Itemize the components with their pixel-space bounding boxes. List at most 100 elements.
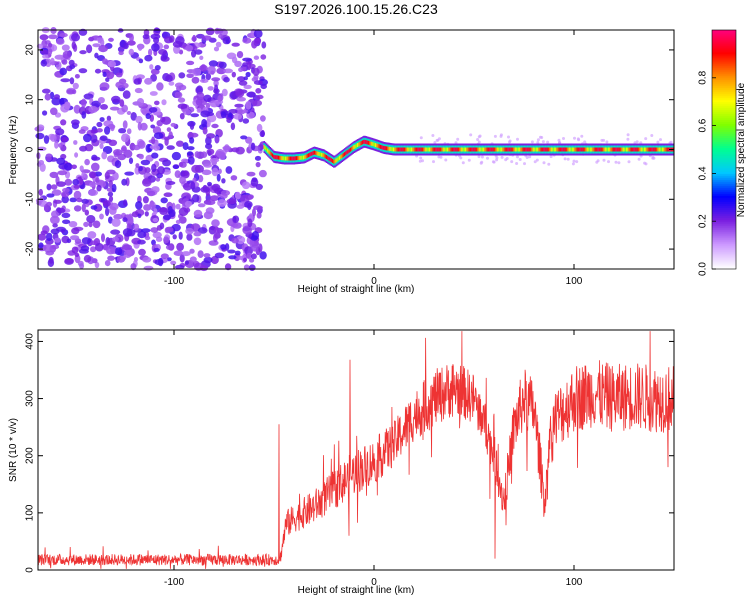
ridge-cell [535,147,538,152]
noise-cell [109,202,119,211]
noise-cell [119,99,125,107]
noise-cell [99,213,104,220]
noise-cell [69,197,77,203]
colorbar-step [712,261,736,264]
noise-cell [126,214,134,224]
ridge-cell [367,140,370,145]
ridge-cell [629,147,632,152]
ridge-cell [303,155,305,160]
noise-cell [138,165,143,172]
noise-cell [142,196,149,204]
noise-cell [208,225,217,235]
colorbar-step [712,203,736,206]
ridge-cell [592,147,594,152]
noise-cell [250,178,259,187]
noise-cell [83,254,92,263]
noise-cell [231,42,240,47]
noise-cell [131,211,139,218]
noise-cell [242,37,252,44]
noise-cell [87,231,97,239]
faint-cell [617,161,621,165]
colorbar-step [712,169,736,172]
ridge-cell [384,146,387,151]
ridge-cell [489,147,491,152]
ridge-cell [576,147,579,152]
noise-cell [242,62,248,67]
ridge-cell [420,147,423,152]
noise-cell [196,91,205,101]
ridge-cell [552,147,555,152]
noise-cell [189,132,199,138]
noise-cell [135,201,143,210]
y-tick-label: 200 [25,447,36,464]
ridge-cell [389,146,392,151]
noise-cell [115,72,123,78]
ridge-cell [473,147,476,152]
noise-cell [94,261,100,269]
ridge-cell [532,147,534,152]
noise-cell [178,231,183,240]
noise-cell [73,104,81,114]
ridge-cell [274,155,276,160]
noise-cell [56,181,66,187]
ridge-cell [575,147,578,152]
colorbar-step [712,219,736,222]
noise-cell [50,215,60,225]
noise-cell [79,50,87,55]
ridge-cell [622,147,624,152]
noise-cell [248,264,256,272]
ridge-cell [531,147,533,152]
noise-cell [78,68,88,74]
noise-cell [99,82,110,91]
colorbar-step [712,41,736,45]
noise-cell [59,67,67,76]
noise-cell [148,107,158,113]
ridge-cell [517,147,520,152]
faint-cell [516,155,519,159]
faint-cell [477,140,481,144]
noise-cell [157,166,165,175]
colorbar-step [712,30,736,33]
ridge-cell [288,156,291,161]
ridge-cell [472,147,474,152]
noise-cell [205,199,216,206]
noise-cell [203,256,213,264]
noise-cell [205,207,215,215]
noise-cell [242,57,253,62]
noise-cell [240,135,248,140]
noise-cell [112,236,119,242]
noise-cell [122,228,133,237]
colorbar-step [712,251,736,254]
noise-cell [197,227,208,234]
faint-cell [651,155,655,159]
faint-cell [478,134,482,138]
colorbar-step [712,83,736,87]
colorbar-step [712,89,736,93]
noise-cell [42,110,48,116]
noise-cell [90,129,99,134]
ridge-cell [623,147,626,152]
colorbar-step [712,61,736,65]
ridge-cell [582,147,585,152]
colorbar-step [712,247,736,250]
ridge-cell [633,147,635,152]
noise-cell [261,41,267,49]
noise-cell [214,227,220,234]
noise-cell [207,181,212,187]
ridge-cell [573,147,575,152]
noise-cell [69,77,75,85]
noise-cell [64,178,73,186]
noise-cell [88,189,98,196]
colorbar-step [712,209,736,212]
colorbar-step [712,109,736,113]
ridge-cell [294,156,297,161]
noise-cell [155,177,161,182]
figure-title: S197.2026.100.15.26.C23 [274,1,438,17]
colorbar-step [712,35,736,39]
ridge-cell [418,147,420,152]
ridge-cell [618,147,621,152]
ridge-cell [413,147,416,152]
ridge-cell [358,142,360,147]
colorbar-step [712,245,736,248]
ridge-cell [625,147,628,152]
